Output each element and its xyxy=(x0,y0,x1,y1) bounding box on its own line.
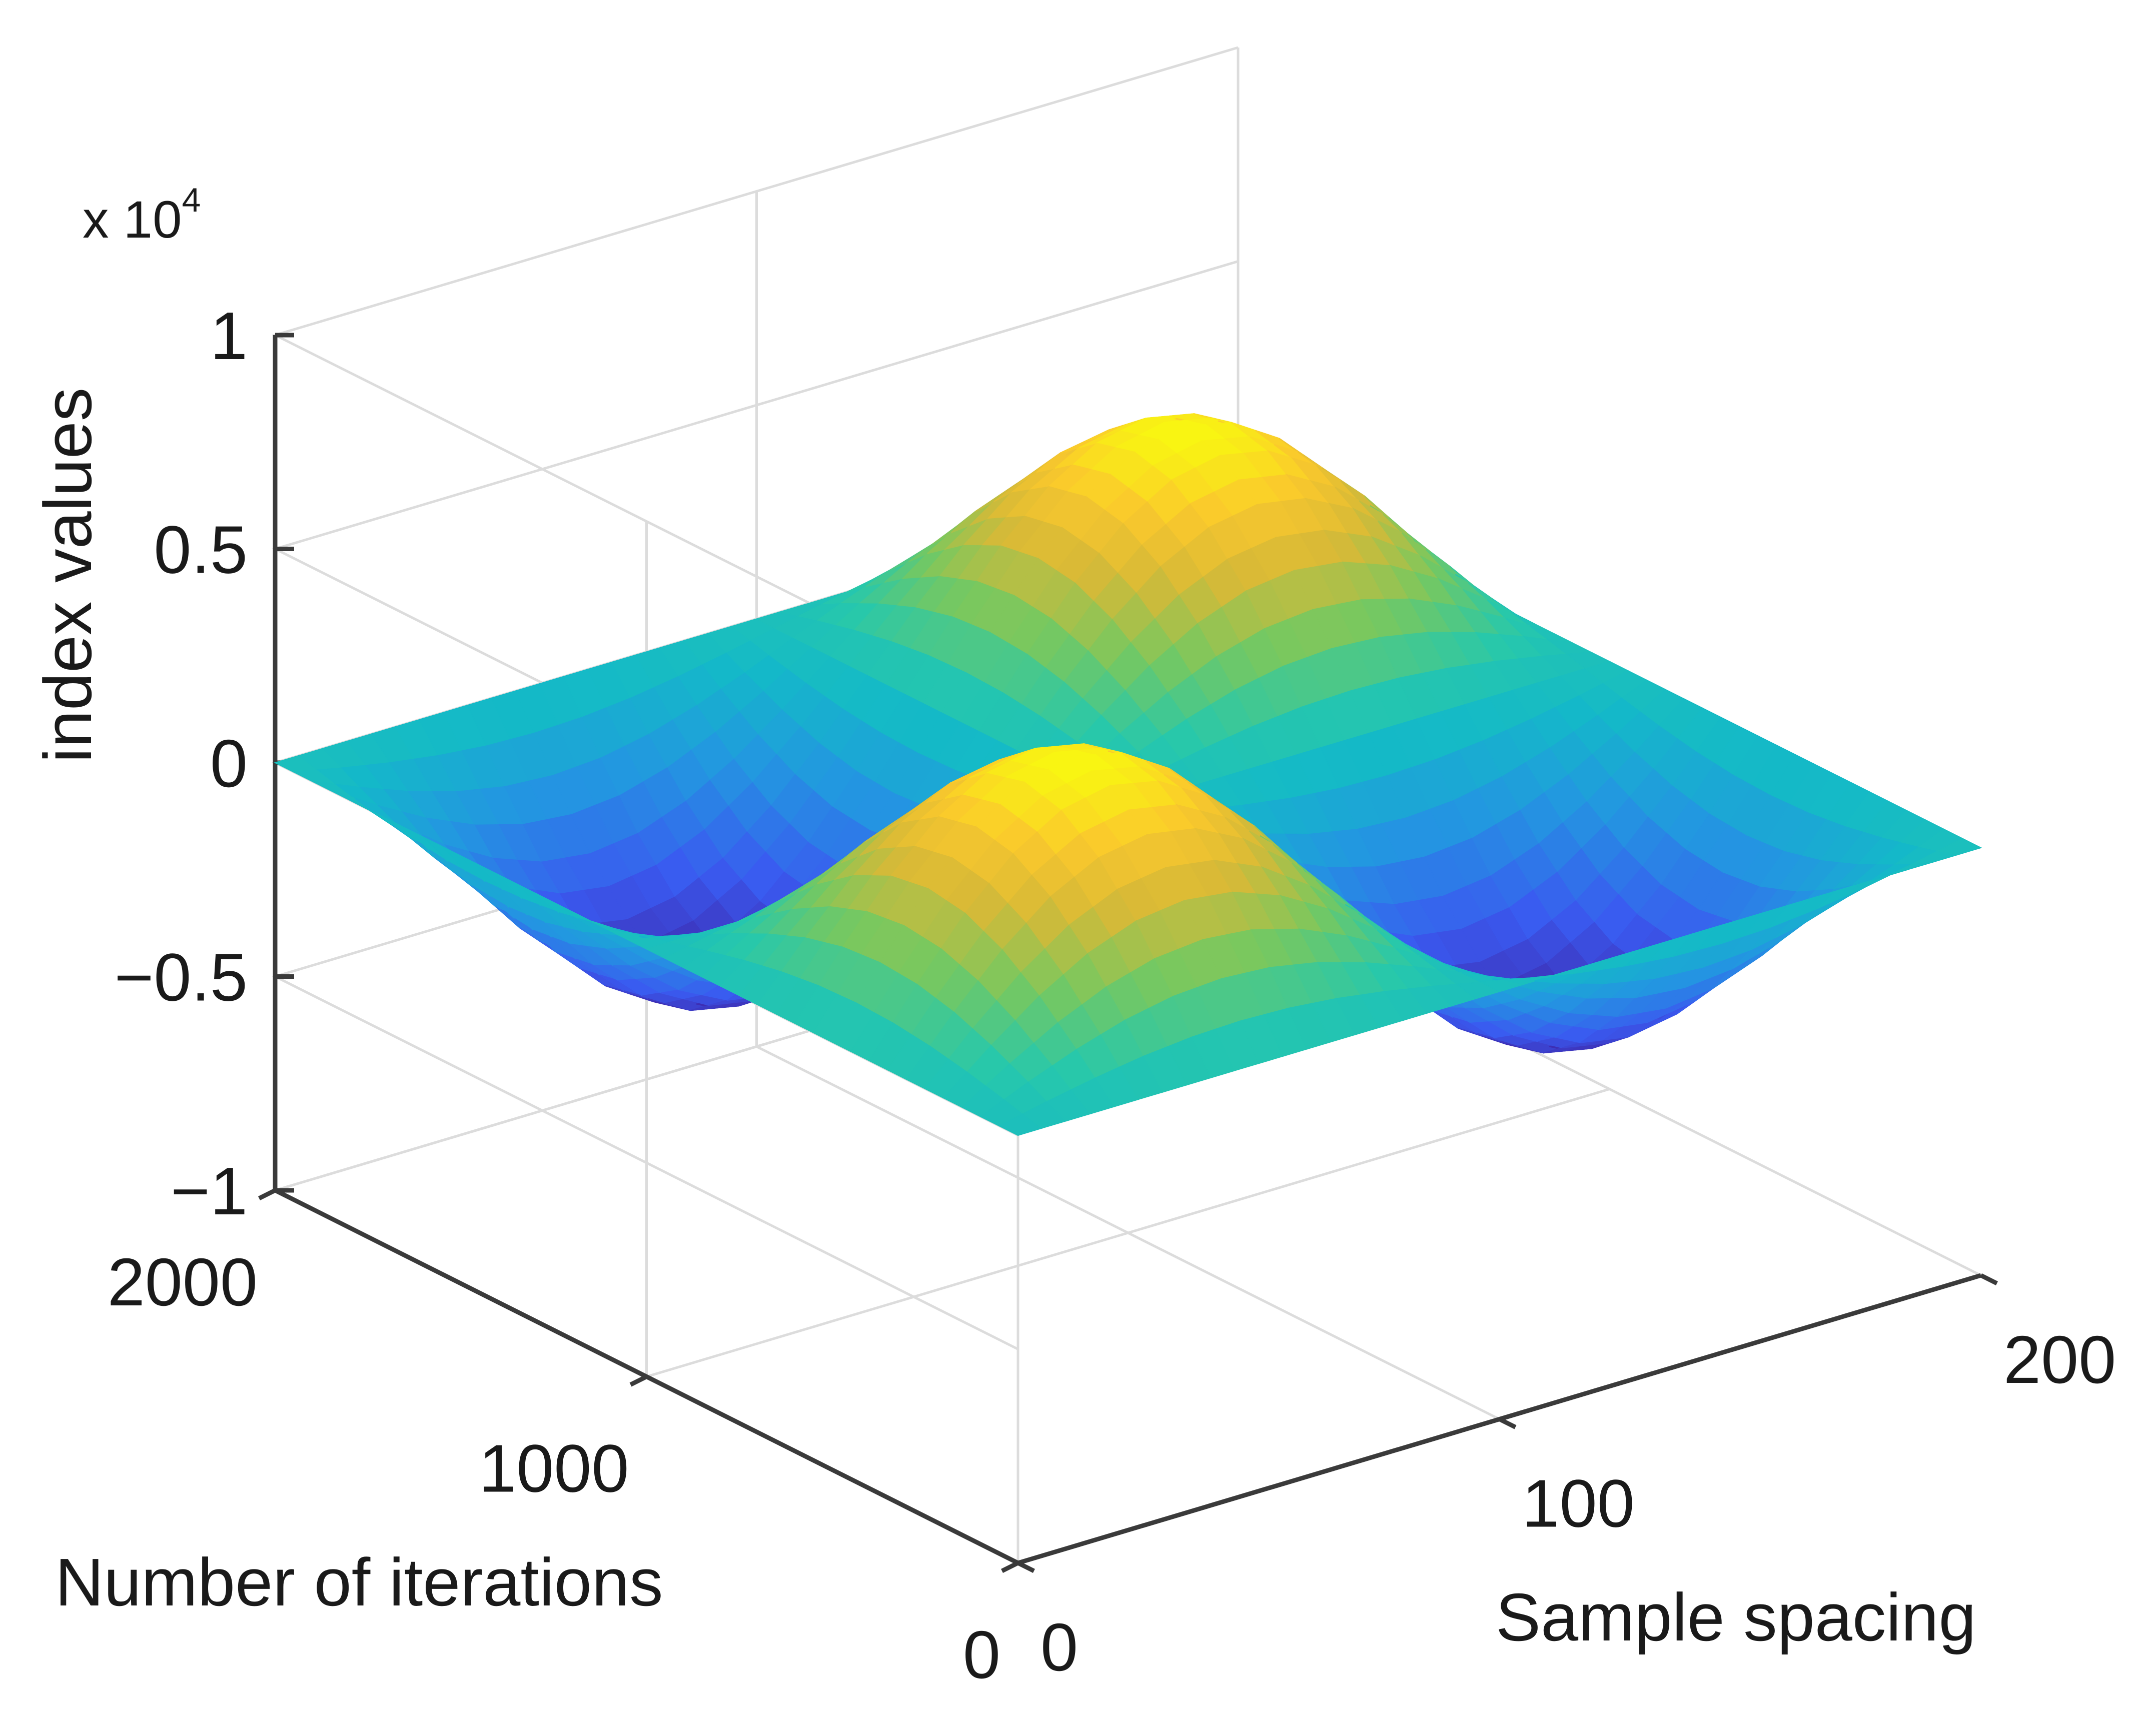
z-tick-label: −1 xyxy=(171,1153,248,1229)
surface-mesh xyxy=(274,413,1982,1136)
y-tick-mark xyxy=(629,1374,648,1387)
y-tick-mark xyxy=(258,1188,277,1201)
z-axis-multiplier-base: x 10 xyxy=(83,191,182,249)
x-tick-label: 100 xyxy=(1522,1466,1635,1541)
z-axis-title: index values xyxy=(30,388,106,763)
label-layer: x 104 index values Number of iterations … xyxy=(30,181,2116,1692)
surface-patch xyxy=(1936,838,1982,856)
x-tick-label: 0 xyxy=(1040,1609,1078,1685)
z-axis-multiplier-exponent: 4 xyxy=(182,181,201,219)
x-tick-mark xyxy=(1979,1273,1998,1286)
z-tick-label: 0 xyxy=(210,726,248,801)
y-tick-mark xyxy=(1000,1560,1019,1573)
z-axis-multiplier: x 104 xyxy=(83,181,201,249)
x-tick-label: 200 xyxy=(2003,1322,2116,1397)
y-tick-label: 0 xyxy=(963,1617,1000,1692)
x-tick-mark xyxy=(1498,1417,1517,1429)
x-tick-mark xyxy=(1016,1560,1035,1573)
z-tick-label: 0.5 xyxy=(154,512,248,588)
y-axis-title: Number of iterations xyxy=(55,1544,663,1620)
z-tick-label: −0.5 xyxy=(114,940,248,1015)
x-axis-title: Sample spacing xyxy=(1496,1579,1976,1655)
surface-layer xyxy=(274,413,1982,1136)
y-tick-label: 1000 xyxy=(479,1431,629,1506)
z-tick-label: 1 xyxy=(210,298,248,374)
y-tick-label: 2000 xyxy=(108,1244,258,1320)
